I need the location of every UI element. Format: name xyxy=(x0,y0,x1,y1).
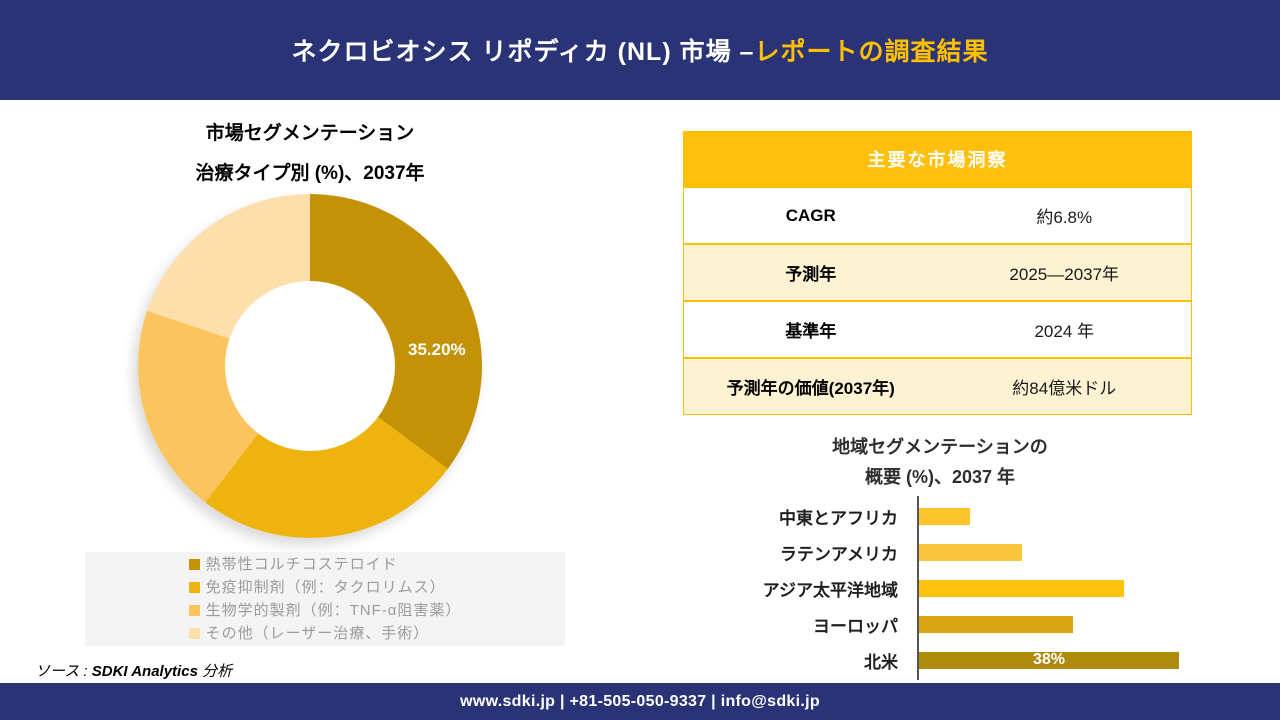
source-suffix: 分析 xyxy=(197,663,233,680)
table-row-value: 約6.8% xyxy=(1036,208,1093,227)
bar-row: アジア太平洋地域 xyxy=(740,570,1260,606)
table-header: 主要な市場洞察 xyxy=(684,132,1191,186)
donut-legend: 熱帯性コルチコステロイド 免疫抑制剤（例：タクロリムス） 生物学的製剤（例：TN… xyxy=(85,552,565,646)
table-row-label: 基準年 xyxy=(785,322,837,341)
donut-chart-title: 市場セグメンテーション 治療タイプ別 (%)、2037年 xyxy=(60,114,560,194)
bar: 38% xyxy=(919,651,1179,669)
table-row-label: CAGR xyxy=(785,205,836,225)
donut-legend-items: 熱帯性コルチコステロイド 免疫抑制剤（例：タクロリムス） 生物学的製剤（例：TN… xyxy=(188,554,462,644)
table-row-value: 約84億米ドル xyxy=(1012,379,1117,398)
bar-value-label: 38% xyxy=(1032,651,1066,668)
legend-swatch-icon xyxy=(188,605,200,616)
bar-category-label: アジア太平洋地域 xyxy=(762,580,898,600)
legend-label: 生物学的製剤（例：TNF-α阻害薬） xyxy=(205,602,462,619)
donut-chart: 35.20% xyxy=(138,194,482,538)
donut-chart-title-line2: 治療タイプ別 (%)、2037年 xyxy=(195,163,425,184)
source-brand: SDKI Analytics xyxy=(91,663,198,680)
regional-bar-chart: 中東とアフリカ ラテンアメリカ アジア太平洋地域 ヨーロッパ 北米 38% xyxy=(740,496,1260,680)
donut-hole xyxy=(225,281,395,451)
legend-item: 生物学的製剤（例：TNF-α阻害薬） xyxy=(188,600,462,621)
legend-label: 熱帯性コルチコステロイド xyxy=(205,556,398,573)
footer-bar: www.sdki.jp | +81-505-050-9337 | info@sd… xyxy=(0,683,1280,720)
source-prefix: ソース : xyxy=(35,663,92,680)
bar-row: 中東とアフリカ xyxy=(740,498,1260,534)
legend-label: 免疫抑制剤（例：タクロリムス） xyxy=(205,579,446,596)
page-title-main: ネクロビオシス リポディカ (NL) 市場 – xyxy=(291,38,755,66)
bar xyxy=(919,615,1073,633)
bar-chart-axis xyxy=(917,496,919,680)
legend-swatch-icon xyxy=(188,582,200,593)
bar-chart-title: 地域セグメンテーションの 概要 (%)、2037 年 xyxy=(700,432,1180,492)
donut-chart-area: 35.20% xyxy=(138,194,482,538)
table-row-label: 予測年 xyxy=(785,265,837,284)
table-row-value: 2025—2037年 xyxy=(1009,265,1120,284)
key-insights-table: 主要な市場洞察 CAGR 約6.8% 予測年 2025—2037年 基準年 20… xyxy=(683,131,1192,415)
source-note: ソース : SDKI Analytics 分析 xyxy=(35,660,232,681)
bar-category-label: ヨーロッパ xyxy=(813,616,898,636)
footer-contact-text: www.sdki.jp | +81-505-050-9337 | info@sd… xyxy=(460,692,820,710)
donut-chart-title-line1: 市場セグメンテーション xyxy=(205,123,415,144)
bar-track xyxy=(919,507,1260,525)
page-title-highlight: レポートの調査結果 xyxy=(754,38,989,66)
bar-category-label: 中東とアフリカ xyxy=(779,508,898,528)
bar-category-label: ラテンアメリカ xyxy=(779,544,898,564)
report-header: ネクロビオシス リポディカ (NL) 市場 –レポートの調査結果 xyxy=(0,0,1280,100)
bar xyxy=(919,507,970,525)
table-row: 予測年の価値(2037年) 約84億米ドル xyxy=(684,357,1191,414)
bar xyxy=(919,543,1022,561)
bar-track: 38% xyxy=(919,651,1260,669)
bar xyxy=(919,579,1124,597)
bar-chart-title-line2: 概要 (%)、2037 年 xyxy=(864,467,1016,487)
bar-row: 北米 38% xyxy=(740,642,1260,678)
bar-row: ヨーロッパ xyxy=(740,606,1260,642)
bar-track xyxy=(919,543,1260,561)
legend-item: 熱帯性コルチコステロイド xyxy=(188,554,398,575)
bar-category-label: 北米 xyxy=(864,652,898,672)
table-row-value: 2024 年 xyxy=(1034,322,1095,341)
bar-row: ラテンアメリカ xyxy=(740,534,1260,570)
legend-swatch-icon xyxy=(188,628,200,639)
table-row-label: 予測年の価値(2037年) xyxy=(726,379,895,398)
legend-item: その他（レーザー治療、手術） xyxy=(188,623,430,644)
table-row: 予測年 2025—2037年 xyxy=(684,243,1191,300)
page-title: ネクロビオシス リポディカ (NL) 市場 –レポートの調査結果 xyxy=(292,32,989,68)
bar-chart-title-line1: 地域セグメンテーションの xyxy=(832,437,1048,457)
bar-track xyxy=(919,579,1260,597)
legend-swatch-icon xyxy=(188,559,200,570)
donut-segment-label: 35.20% xyxy=(408,340,466,359)
bar-track xyxy=(919,615,1260,633)
table-row: CAGR 約6.8% xyxy=(684,186,1191,243)
table-row: 基準年 2024 年 xyxy=(684,300,1191,357)
legend-label: その他（レーザー治療、手術） xyxy=(205,625,430,642)
legend-item: 免疫抑制剤（例：タクロリムス） xyxy=(188,577,446,598)
